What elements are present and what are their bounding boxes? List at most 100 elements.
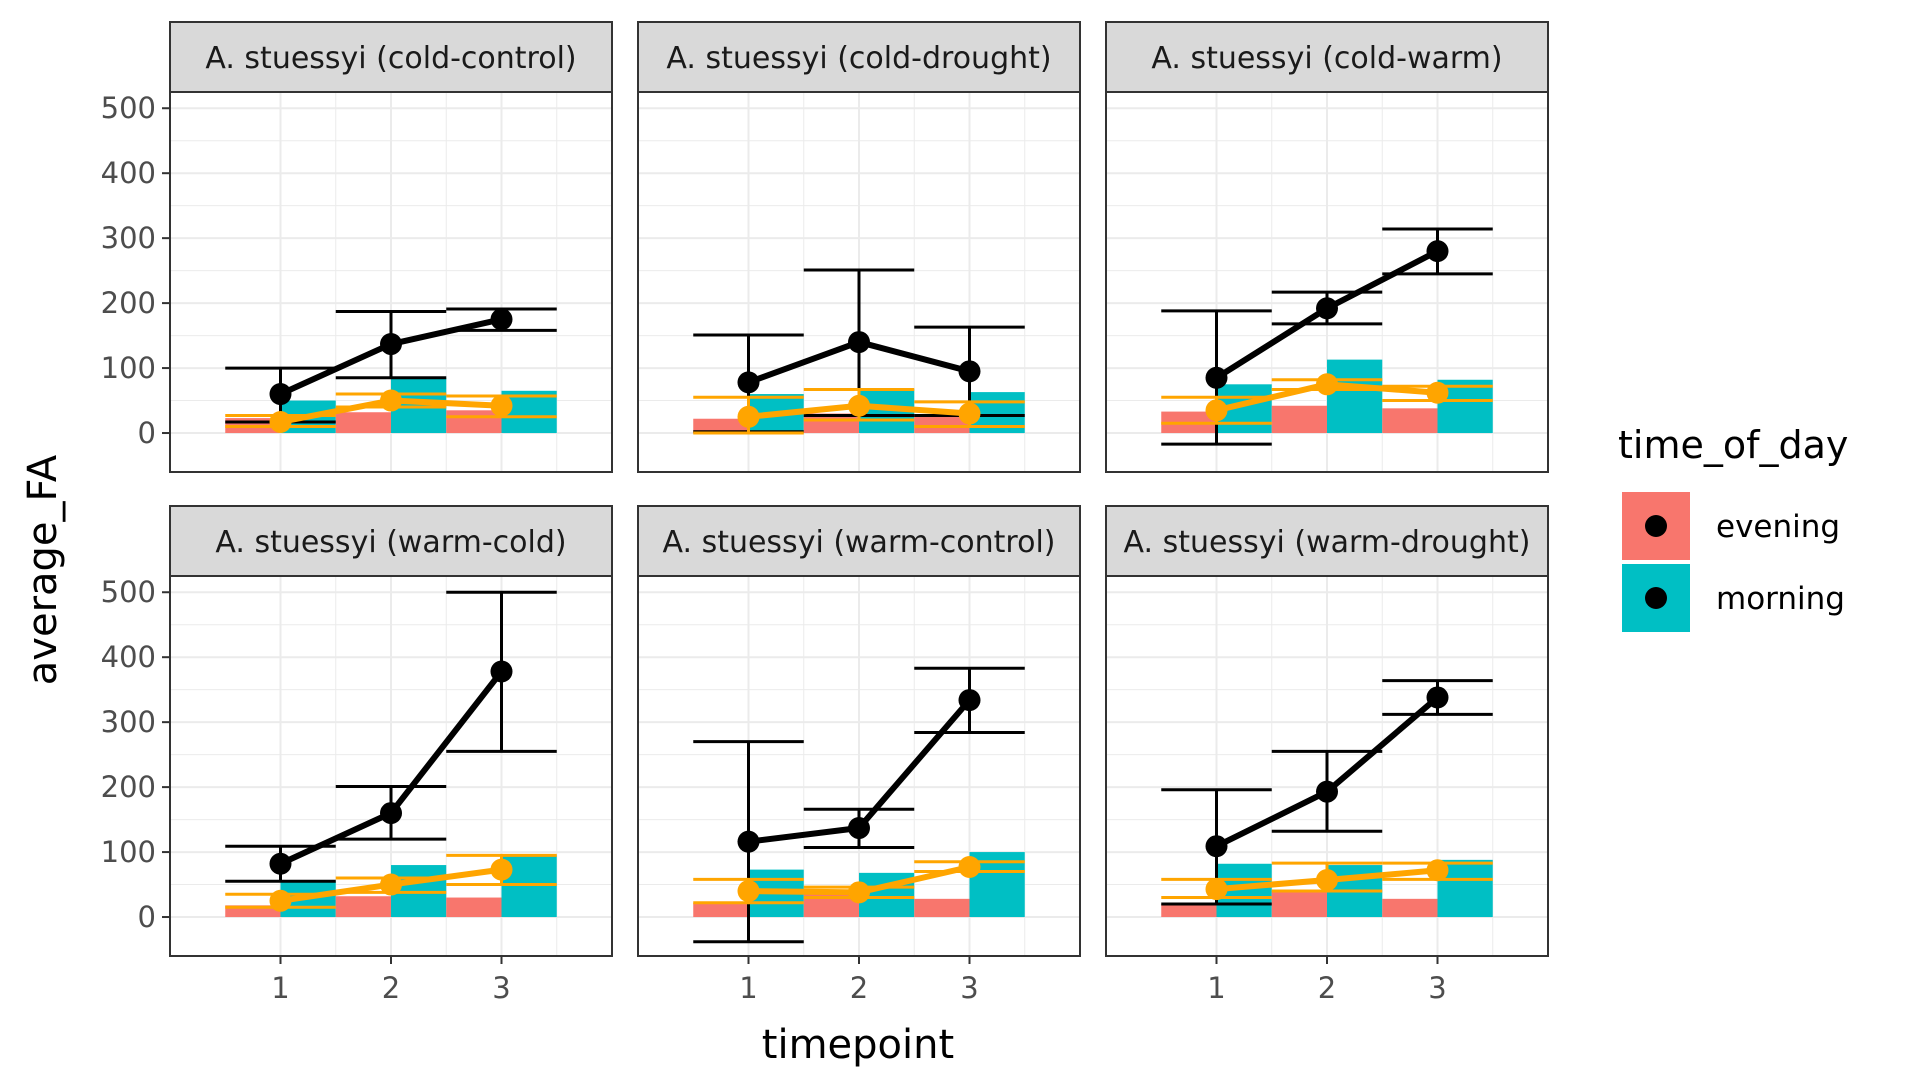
facet-strip-label: A. stuessyi (cold-control)	[205, 41, 576, 76]
black-point-t2	[848, 331, 870, 354]
orange-point-t3	[490, 394, 513, 417]
facet-strip-label: A. stuessyi (warm-drought)	[1124, 525, 1531, 560]
x-tick-label: 2	[382, 971, 400, 1005]
panel-border	[637, 91, 1081, 473]
bar-evening-t2	[803, 413, 859, 434]
y-axis-title: average_FA	[20, 454, 66, 685]
black-point-t2	[848, 817, 870, 840]
orange-point-t1	[1205, 399, 1228, 422]
facet-strip	[637, 21, 1081, 93]
orange-point-t1	[737, 405, 760, 428]
black-point-t2	[380, 802, 402, 825]
bar-morning-t3	[501, 390, 557, 434]
bar-evening-t2	[335, 896, 391, 918]
bar-evening-t3	[446, 410, 502, 434]
black-point-t3	[490, 308, 513, 331]
facet-panel-6: A. stuessyi (warm-drought) 1 2 3	[1105, 505, 1549, 1005]
facet-strip-label: A. stuessyi (warm-control)	[663, 525, 1056, 560]
bar-evening-t3	[1382, 408, 1438, 434]
orange-point-t3	[490, 858, 513, 881]
black-point-t1	[269, 852, 292, 875]
legend-label-evening: evening	[1716, 509, 1840, 545]
facet-strip-label: A. stuessyi (warm-cold)	[215, 525, 566, 560]
panel-border	[1105, 91, 1549, 473]
legend: time_of_day evening morning	[1618, 423, 1848, 632]
black-point-t1	[269, 383, 292, 406]
black-point-t3	[1426, 240, 1449, 263]
x-tick-label: 2	[850, 971, 868, 1005]
bar-evening-t2	[1271, 405, 1327, 434]
y-tick-label: 0	[138, 416, 156, 450]
x-tick-label: 1	[1207, 971, 1225, 1005]
black-point-t1	[737, 830, 760, 853]
y-tick-label: 400	[101, 640, 156, 674]
orange-point-t3	[1426, 381, 1449, 404]
black-point-t1	[1205, 366, 1228, 389]
bar-evening-t3	[914, 898, 970, 918]
bar-evening-t1	[1161, 904, 1217, 918]
bar-evening-t2	[1271, 891, 1327, 918]
legend-key-evening-point	[1645, 515, 1667, 537]
y-tick-label: 0	[138, 900, 156, 934]
y-tick-label: 200	[101, 770, 156, 804]
panel-border	[169, 91, 613, 473]
black-point-t3	[958, 689, 981, 712]
facet-panel-2: A. stuessyi (cold-drought)	[637, 21, 1081, 473]
facet-panel-3: A. stuessyi (cold-warm)	[1105, 21, 1549, 473]
x-axis-title: timepoint	[762, 1022, 954, 1068]
legend-title: time_of_day	[1618, 423, 1848, 467]
bar-evening-t1	[225, 905, 281, 918]
y-tick-label: 100	[101, 835, 156, 869]
facet-panel-5: A. stuessyi (warm-control) 1 2 3	[637, 505, 1081, 1005]
black-point-t2	[1316, 780, 1338, 803]
x-tick-label: 3	[1428, 971, 1446, 1005]
legend-label-morning: morning	[1716, 581, 1845, 617]
bar-evening-t1	[693, 902, 749, 918]
orange-point-t2	[848, 394, 870, 417]
black-point-t1	[737, 371, 760, 394]
orange-point-t2	[380, 389, 402, 412]
bar-morning-t2	[1327, 359, 1383, 434]
y-tick-label: 200	[101, 286, 156, 320]
bar-evening-t1	[693, 418, 749, 434]
black-point-t3	[1426, 686, 1449, 709]
black-point-t1	[1205, 835, 1228, 858]
facet-strip	[169, 21, 613, 93]
bar-evening-t3	[1382, 898, 1438, 918]
orange-point-t2	[848, 881, 870, 904]
y-tick-label: 500	[101, 575, 156, 609]
legend-key-morning-point	[1645, 587, 1667, 609]
x-tick-label: 1	[739, 971, 757, 1005]
bar-evening-t3	[914, 414, 970, 434]
y-tick-label: 100	[101, 351, 156, 385]
facet-panel-4: A. stuessyi (warm-cold) 0 100 200 300 400 500 1…	[101, 505, 613, 1005]
facet-strip	[1105, 21, 1549, 93]
y-tick-label: 300	[101, 221, 156, 255]
orange-point-t3	[958, 856, 981, 879]
black-point-t2	[1316, 297, 1338, 320]
black-point-t3	[490, 660, 513, 683]
orange-point-t3	[958, 402, 981, 425]
facet-strip	[169, 505, 613, 577]
panels-layer: A. stuessyi (cold-control) 0 100 200 300 400 5…	[101, 21, 1549, 1005]
orange-point-t3	[1426, 859, 1449, 882]
black-point-t2	[380, 333, 402, 356]
bar-evening-t2	[335, 412, 391, 434]
x-tick-label: 2	[1318, 971, 1336, 1005]
orange-point-t2	[380, 873, 402, 896]
facet-strip	[637, 505, 1081, 577]
facet-panel-1: A. stuessyi (cold-control) 0 100 200 300 400 5…	[101, 21, 613, 473]
orange-point-t2	[1316, 373, 1338, 396]
orange-point-t1	[269, 889, 292, 912]
orange-point-t2	[1316, 869, 1338, 891]
facet-strip-label: A. stuessyi (cold-warm)	[1151, 41, 1502, 76]
y-tick-label: 400	[101, 156, 156, 190]
orange-point-t1	[737, 880, 760, 903]
black-point-t3	[958, 360, 981, 383]
orange-point-t1	[1205, 878, 1228, 901]
x-tick-label: 3	[492, 971, 510, 1005]
facet-strip-label: A. stuessyi (cold-drought)	[666, 41, 1051, 76]
x-tick-label: 3	[960, 971, 978, 1005]
x-tick-label: 1	[271, 971, 289, 1005]
